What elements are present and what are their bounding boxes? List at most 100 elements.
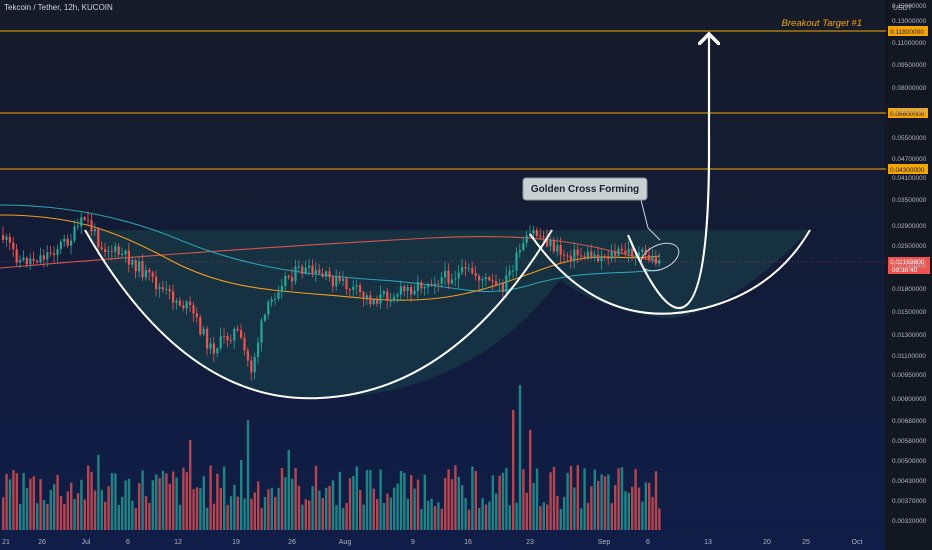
price-tick-label: 0.11000000: [892, 40, 926, 47]
volume-bar: [569, 465, 573, 530]
volume-bar: [552, 466, 556, 530]
candle-body: [131, 260, 134, 265]
candle-body: [304, 267, 307, 274]
candle-body: [80, 217, 83, 227]
price-tick-label: 0.00370000: [892, 498, 927, 505]
candle-body: [512, 270, 515, 272]
candle-body: [478, 275, 481, 281]
volume-bar: [107, 486, 110, 530]
volume-bar: [165, 473, 168, 530]
volume-bar: [144, 496, 148, 530]
volume-bar: [22, 472, 25, 530]
candle-body: [539, 235, 542, 237]
volume-bar: [461, 485, 464, 530]
volume-bar: [151, 480, 154, 530]
golden-cross-text: Golden Cross Forming: [531, 184, 639, 195]
volume-bar: [508, 505, 511, 530]
candle-body: [600, 255, 603, 262]
level-price-badge: [888, 26, 928, 36]
volume-bar: [32, 476, 35, 530]
date-tick-label: 21: [2, 539, 10, 546]
volume-bar: [236, 496, 239, 530]
volume-bar: [80, 479, 83, 530]
volume-bar: [270, 487, 273, 530]
candle-body: [53, 253, 56, 255]
candle-body: [376, 299, 379, 304]
volume-bar: [155, 474, 158, 530]
candle-body: [488, 276, 491, 281]
volume-bar: [189, 440, 192, 530]
volume-bar: [535, 468, 539, 530]
candle-body: [250, 360, 253, 373]
candle-body: [277, 291, 280, 299]
volume-bar: [644, 482, 647, 530]
price-tick-label: 0.00320000: [892, 518, 927, 525]
candle-body: [66, 238, 69, 246]
date-tick-label: 13: [704, 539, 712, 546]
price-tick-label: 0.00430000: [892, 478, 927, 485]
candle-body: [49, 252, 52, 254]
volume-bar: [70, 482, 73, 530]
volume-bar: [512, 410, 515, 530]
level-price-badge: [888, 164, 928, 174]
volume-bar: [110, 473, 114, 530]
volume-bar: [488, 501, 491, 530]
volume-bar: [365, 469, 369, 530]
candle-body: [335, 276, 338, 287]
volume-bar: [355, 466, 358, 530]
volume-bar: [352, 476, 355, 530]
candle-body: [158, 286, 161, 290]
candle-body: [467, 268, 470, 270]
date-tick-label: 16: [464, 539, 472, 546]
candle-body: [29, 258, 32, 265]
candle-body: [39, 255, 42, 263]
volume-bar: [195, 487, 199, 530]
candle-body: [440, 277, 443, 284]
candle-body: [535, 230, 538, 236]
candle-body: [586, 251, 589, 258]
volume-bar: [100, 489, 103, 530]
volume-bar: [209, 465, 212, 530]
volume-bar: [498, 475, 501, 530]
date-tick-label: Oct: [852, 539, 863, 546]
price-tick-label: 0.01800000: [892, 286, 927, 293]
candle-body: [229, 340, 232, 342]
candle-body: [352, 286, 355, 290]
volume-bar: [90, 472, 93, 530]
candle-body: [495, 281, 498, 285]
price-tick-label: 0.03500000: [892, 197, 927, 204]
candle-body: [522, 242, 525, 251]
candle-body: [573, 249, 576, 262]
volume-bar: [658, 508, 661, 530]
candle-body: [454, 278, 457, 280]
date-tick-label: Jul: [82, 539, 91, 546]
candle-body: [325, 271, 328, 277]
volume-bar: [447, 469, 450, 530]
candle-body: [542, 236, 545, 238]
candle-body: [403, 286, 406, 291]
volume-bar: [168, 483, 171, 530]
volume-bar: [617, 468, 620, 530]
volume-bar: [583, 468, 586, 530]
candle-body: [19, 259, 22, 263]
volume-bar: [376, 499, 379, 530]
volume-bar: [161, 470, 165, 530]
volume-bar: [423, 474, 426, 530]
volume-bar: [49, 489, 52, 530]
volume-bar: [563, 496, 566, 530]
candle-body: [42, 255, 45, 260]
volume-bar: [15, 473, 18, 530]
candle-body: [165, 288, 168, 290]
volume-bar: [318, 490, 321, 530]
candle-body: [141, 261, 144, 278]
volume-bar: [257, 481, 260, 530]
candle-body: [610, 251, 613, 259]
price-tick-label: 0.04100000: [892, 175, 927, 182]
date-tick-label: Sep: [598, 539, 611, 546]
candle-body: [464, 267, 467, 269]
candle-body: [501, 283, 504, 293]
price-tick-label: 0.01100000: [892, 353, 926, 360]
volume-bar: [593, 469, 596, 530]
candle-body: [263, 314, 266, 321]
